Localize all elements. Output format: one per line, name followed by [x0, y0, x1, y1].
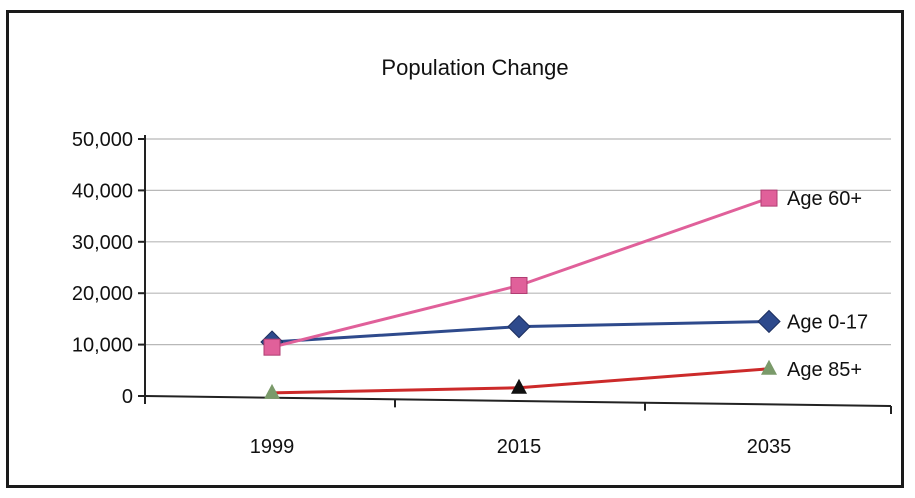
data-point-marker — [263, 338, 281, 356]
data-point-marker — [757, 309, 781, 334]
line-chart: Population Change 0 10,000 20,000 30,000 40,… — [72, 55, 892, 458]
grid-lines — [145, 138, 891, 346]
data-point-marker — [760, 189, 778, 207]
y-tick-label: 10,000 — [72, 335, 133, 357]
data-point-marker — [761, 359, 777, 375]
x-tick-label: 2035 — [747, 436, 792, 458]
y-tick-label: 30,000 — [72, 232, 133, 254]
y-tick-label: 0 — [122, 386, 133, 408]
y-tick-label: 50,000 — [72, 129, 133, 151]
x-axis — [144, 395, 892, 407]
series-label: Age 60+ — [787, 188, 862, 210]
x-tick-label: 2015 — [497, 436, 542, 458]
chart-frame: Population Change 0 10,000 20,000 30,000 40,… — [6, 10, 904, 488]
series-label: Age 0-17 — [787, 311, 868, 333]
data-point-marker — [510, 276, 528, 294]
axes — [138, 135, 892, 414]
series-label: Age 85+ — [787, 359, 862, 381]
y-tick-label: 40,000 — [72, 180, 133, 202]
tick-labels: 0 10,000 20,000 30,000 40,000 50,000 1999 2015 2… — [72, 129, 868, 458]
y-tick-label: 20,000 — [72, 283, 133, 305]
x-tick-label: 1999 — [250, 436, 295, 458]
chart-title: Population Change — [381, 55, 568, 80]
data-point-marker — [511, 378, 527, 394]
series-lines — [260, 189, 781, 399]
data-point-marker — [507, 314, 531, 339]
data-point-marker — [264, 383, 280, 399]
